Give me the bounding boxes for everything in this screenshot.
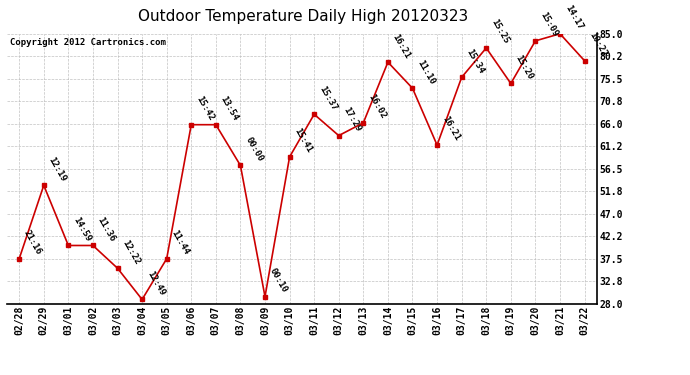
Text: 15:37: 15:37 xyxy=(317,84,338,112)
Text: 15:25: 15:25 xyxy=(489,18,511,46)
Text: 11:36: 11:36 xyxy=(96,215,117,243)
Text: Copyright 2012 Cartronics.com: Copyright 2012 Cartronics.com xyxy=(10,38,166,47)
Text: 16:21: 16:21 xyxy=(440,115,461,143)
Text: 14:17: 14:17 xyxy=(563,4,584,32)
Text: Outdoor Temperature Daily High 20120323: Outdoor Temperature Daily High 20120323 xyxy=(139,9,469,24)
Text: 15:34: 15:34 xyxy=(464,47,486,75)
Text: 16:21: 16:21 xyxy=(391,32,412,60)
Text: 15:42: 15:42 xyxy=(194,94,215,122)
Text: 10:22: 10:22 xyxy=(587,31,609,58)
Text: 00:00: 00:00 xyxy=(244,135,264,163)
Text: 11:10: 11:10 xyxy=(415,58,437,86)
Text: 13:54: 13:54 xyxy=(219,94,240,122)
Text: 15:20: 15:20 xyxy=(514,53,535,81)
Text: 17:29: 17:29 xyxy=(342,105,363,133)
Text: 16:02: 16:02 xyxy=(366,93,388,120)
Text: 21:16: 21:16 xyxy=(22,229,43,256)
Text: 15:09: 15:09 xyxy=(538,11,560,39)
Text: 14:59: 14:59 xyxy=(71,215,92,243)
Text: 15:41: 15:41 xyxy=(293,127,314,154)
Text: 00:10: 00:10 xyxy=(268,267,289,294)
Text: 12:49: 12:49 xyxy=(145,269,166,297)
Text: 11:44: 11:44 xyxy=(170,229,191,256)
Text: 12:19: 12:19 xyxy=(47,155,68,183)
Text: 12:22: 12:22 xyxy=(121,238,141,266)
